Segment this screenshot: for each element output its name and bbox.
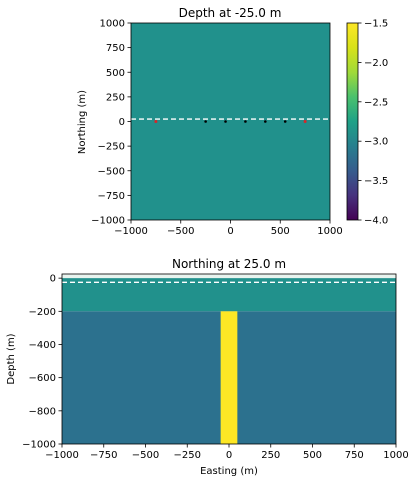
x-tick-label: −750 <box>90 450 117 461</box>
depth-layer <box>62 274 396 279</box>
colorbar-tick-label: −3.0 <box>364 137 388 148</box>
colorbar-tick-label: −1.5 <box>364 19 388 30</box>
y-tick-label: −200 <box>29 307 56 318</box>
x-tick-label: −250 <box>174 450 201 461</box>
y-tick-label: 750 <box>106 43 125 54</box>
y-tick-label: 500 <box>106 68 125 79</box>
y-tick-label: −250 <box>98 142 125 153</box>
top-chart-title: Depth at -25.0 m <box>179 6 282 20</box>
top-x-ticks: −1000 −500 0 500 1000 <box>114 220 343 237</box>
y-tick-label: −600 <box>29 373 56 384</box>
bottom-plot-area <box>61 273 397 445</box>
colorbar-ticks: −1.5 −2.0 −2.5 −3.0 −3.5 −4.0 <box>358 19 388 227</box>
x-tick-label: 0 <box>227 226 233 237</box>
y-tick-label: −400 <box>29 340 56 351</box>
anomaly-block <box>220 311 238 444</box>
x-tick-label: 0 <box>226 450 232 461</box>
station-point <box>224 120 227 123</box>
y-tick-label: −1000 <box>91 216 125 227</box>
x-tick-label: 1000 <box>383 450 408 461</box>
station-end-point <box>303 120 307 123</box>
colorbar-gradient <box>346 22 359 221</box>
station-point <box>283 120 287 123</box>
bottom-y-ticks: 0 −200 −400 −600 −800 −1000 <box>22 274 62 451</box>
y-tick-label: −500 <box>98 166 125 177</box>
y-tick-label: 0 <box>119 117 125 128</box>
x-tick-label: −1000 <box>114 226 148 237</box>
x-tick-label: −500 <box>132 450 159 461</box>
bottom-x-ticks: −1000 −750 −500 −250 0 250 500 750 1000 <box>45 444 409 461</box>
y-tick-label: 250 <box>106 92 125 103</box>
y-tick-label: 1000 <box>100 19 125 30</box>
x-tick-label: 250 <box>261 450 280 461</box>
x-tick-label: −1000 <box>45 450 79 461</box>
top-y-ticks: 1000 750 500 250 0 −250 −500 −750 −1000 <box>91 19 131 227</box>
bottom-chart-title: Northing at 25.0 m <box>172 257 286 271</box>
station-point <box>204 120 207 123</box>
top-y-axis-label: Northing (m) <box>77 90 88 154</box>
y-tick-label: 0 <box>50 274 56 285</box>
top-chart: Depth at -25.0 m −1000 −500 0 500 1000 1000 7… <box>77 6 343 237</box>
colorbar-tick-label: −2.0 <box>364 58 388 69</box>
top-plot-area <box>130 22 331 221</box>
top-field <box>131 23 330 220</box>
x-tick-label: 1000 <box>317 226 342 237</box>
colorbar-tick-label: −3.5 <box>364 176 388 187</box>
station-end-point <box>154 120 158 123</box>
y-tick-label: −1000 <box>22 440 56 451</box>
bottom-y-axis-label: Depth (m) <box>6 333 17 384</box>
x-tick-label: 750 <box>345 450 364 461</box>
depth-layer <box>62 278 396 312</box>
colorbar: −1.5 −2.0 −2.5 −3.0 −3.5 −4.0 <box>346 19 388 227</box>
x-tick-label: −500 <box>167 226 194 237</box>
bottom-x-axis-label: Easting (m) <box>200 466 258 477</box>
bottom-chart: Northing at 25.0 m −1000 −750 −500 −250 0 250… <box>6 257 409 477</box>
colorbar-tick-label: −4.0 <box>364 216 388 227</box>
station-point <box>264 120 267 123</box>
x-tick-label: 500 <box>303 450 322 461</box>
y-tick-label: −750 <box>98 191 125 202</box>
x-tick-label: 500 <box>271 226 290 237</box>
y-tick-label: −800 <box>29 406 56 417</box>
colorbar-tick-label: −2.5 <box>364 97 388 108</box>
station-point <box>244 120 247 123</box>
